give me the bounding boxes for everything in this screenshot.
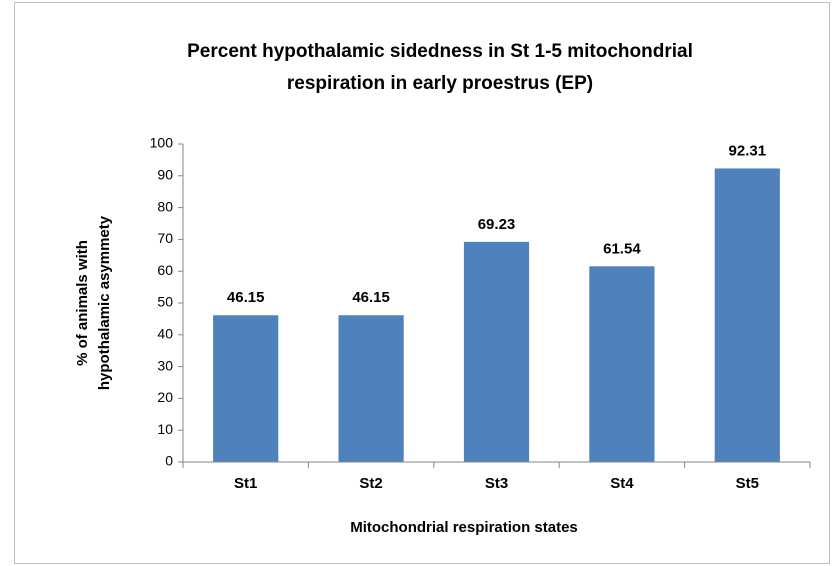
chart-title: respiration in early proestrus (EP) [287, 73, 593, 94]
y-tick-label: 70 [157, 230, 173, 246]
y-tick-label: 20 [157, 389, 173, 405]
x-tick-label: St2 [359, 475, 382, 492]
value-label: 46.15 [227, 289, 265, 306]
x-tick-label: St3 [485, 475, 508, 492]
y-tick-label: 40 [157, 326, 173, 342]
y-axis-label: % of animals with [74, 240, 91, 366]
y-tick-label: 0 [165, 453, 173, 469]
bar [589, 266, 655, 462]
y-tick-label: 90 [157, 167, 173, 183]
x-tick-label: St1 [234, 475, 257, 492]
chart-border [14, 2, 830, 564]
y-tick-label: 100 [150, 135, 174, 151]
y-tick-label: 30 [157, 357, 173, 373]
y-tick-label: 50 [157, 294, 173, 310]
value-label: 46.15 [352, 289, 390, 306]
bar [463, 241, 530, 462]
y-axis-label: hypothalamic asymmety [96, 215, 113, 390]
y-tick-label: 80 [157, 198, 173, 214]
y-tick-label: 10 [157, 421, 173, 437]
y-tick-label: 60 [157, 262, 173, 278]
chart-title: Percent hypothalamic sidedness in St 1-5… [187, 41, 693, 62]
bar [714, 168, 780, 462]
y-axis-label-group: % of animals with hypothalamic asymmety [74, 215, 113, 390]
x-axis-label: Mitochondrial respiration states [350, 519, 578, 536]
x-tick-label: St4 [610, 475, 634, 492]
value-label: 69.23 [478, 216, 516, 233]
bar [338, 315, 404, 462]
value-label: 61.54 [603, 240, 641, 257]
value-label: 92.31 [729, 142, 767, 159]
x-tick-label: St5 [736, 475, 759, 492]
bar [213, 315, 279, 462]
